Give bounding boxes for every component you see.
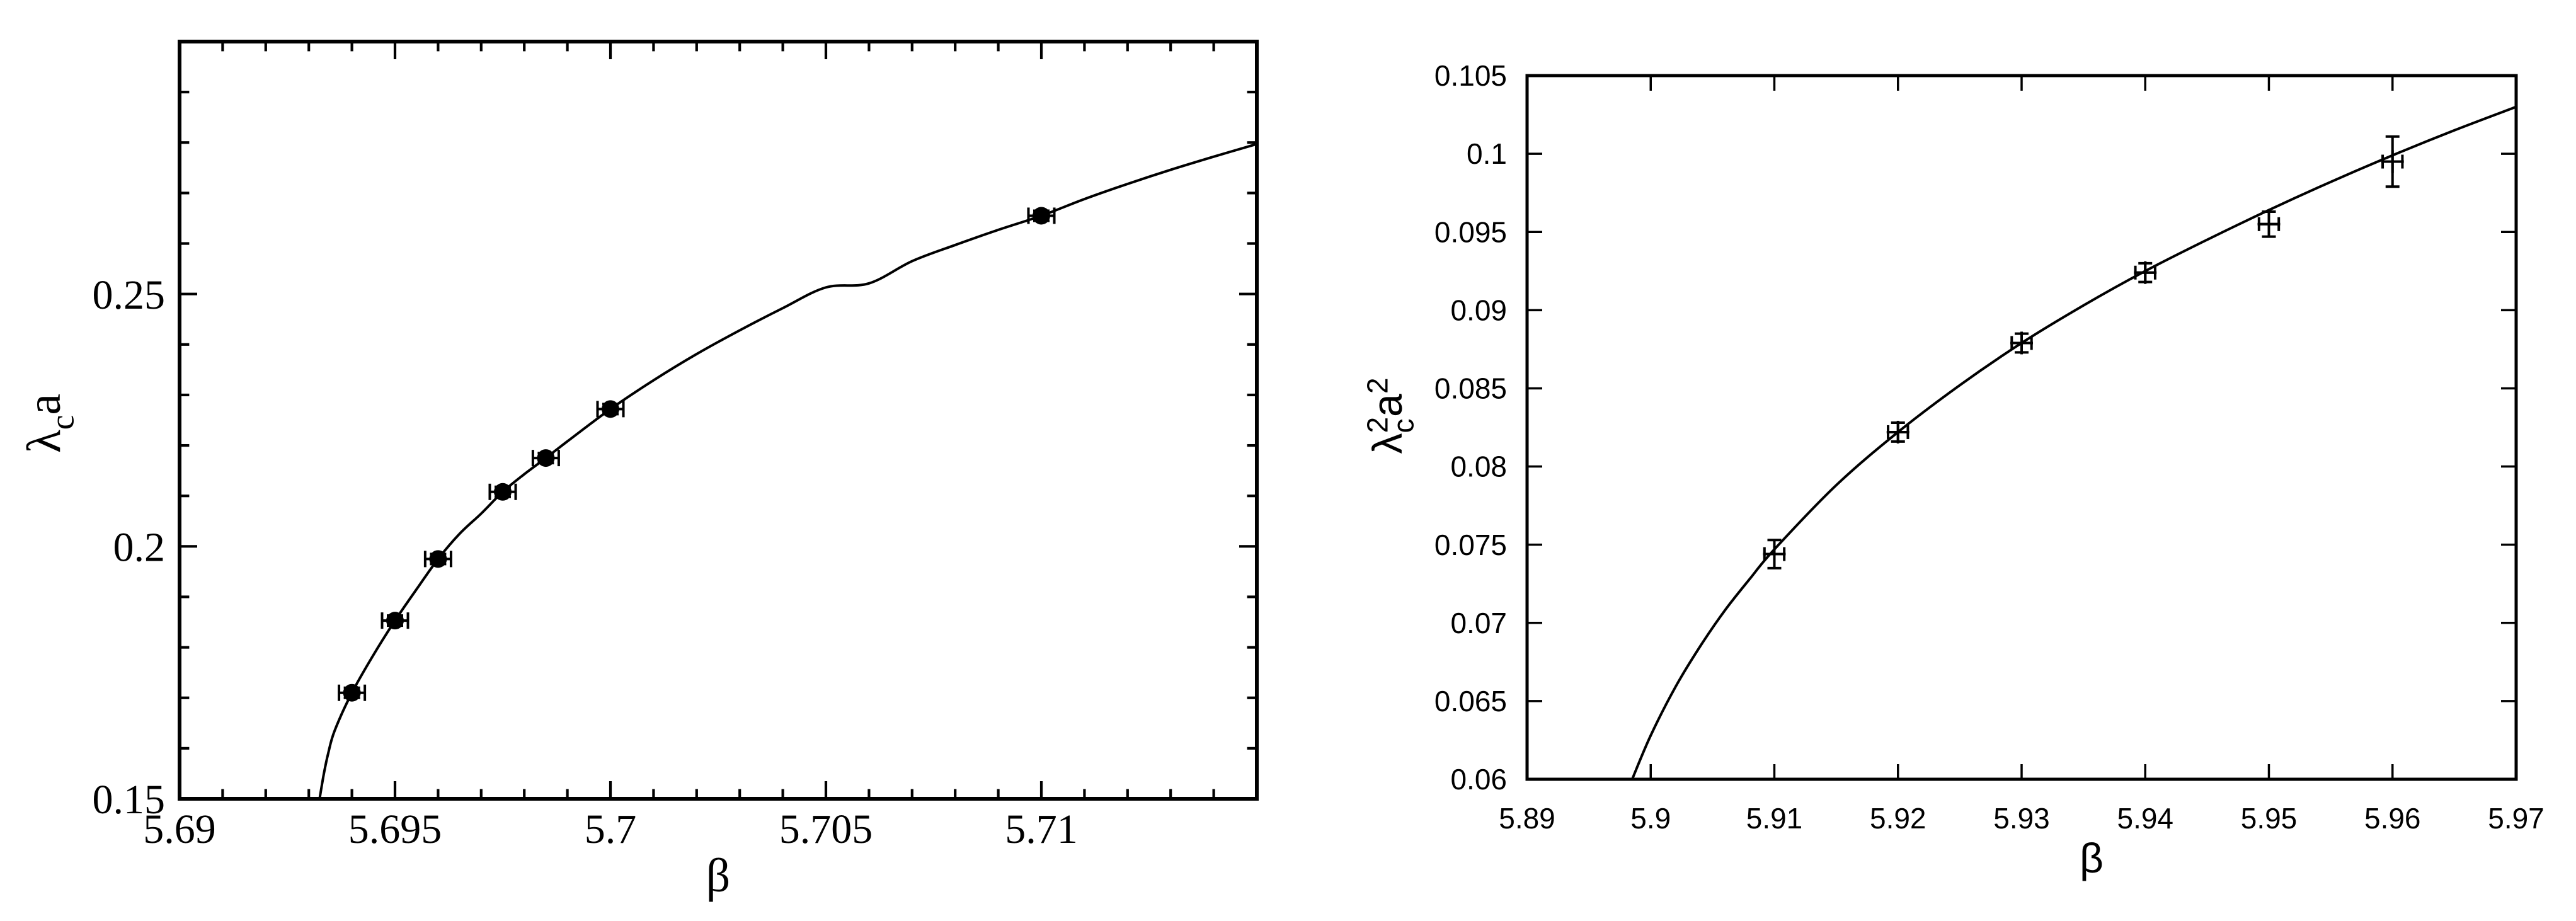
y-tick-label: 0.105 xyxy=(1434,59,1507,92)
data-point xyxy=(2134,261,2157,284)
point-marker xyxy=(1033,207,1050,225)
y-tick-label: 0.1 xyxy=(1467,137,1507,170)
data-point xyxy=(338,684,367,702)
point-marker xyxy=(537,449,555,467)
x-axis-label: β xyxy=(2080,835,2104,881)
data-point xyxy=(423,550,452,568)
y-label-a: a xyxy=(1364,394,1411,417)
x-tick-label: 5.695 xyxy=(348,806,442,852)
data-point xyxy=(2257,210,2281,238)
y-label-a: a xyxy=(18,394,71,415)
y-tick-label: 0.06 xyxy=(1450,763,1507,796)
point-marker xyxy=(494,483,512,501)
data-point xyxy=(1886,420,1909,443)
y-label-lambda: λ xyxy=(1364,433,1411,454)
y-axis-label: λc2a2 xyxy=(1361,377,1420,454)
x-tick-label: 5.96 xyxy=(2364,802,2421,835)
left-chart: 5.69 5.695 5.7 5.705 5.71 0.15 0.2 0.25 β λca xyxy=(18,40,1259,902)
x-tick-label: 5.97 xyxy=(2488,802,2545,835)
plot-frame xyxy=(178,40,1259,801)
point-marker xyxy=(386,612,404,630)
y-tick-label: 0.25 xyxy=(93,272,166,318)
y-tick-label: 0.075 xyxy=(1434,529,1507,561)
x-tick-label: 5.705 xyxy=(779,806,873,852)
x-tick-label: 5.7 xyxy=(585,806,637,852)
y-label-superscript: 2 xyxy=(1361,417,1394,433)
data-point xyxy=(2381,135,2404,188)
x-tick-label: 5.69 xyxy=(143,806,216,852)
x-tick-label: 5.92 xyxy=(1870,802,1926,835)
y-label-subscript: c xyxy=(1387,418,1419,433)
x-tick-label: 5.91 xyxy=(1746,802,1803,835)
plot-frame xyxy=(1525,74,2518,781)
y-label-lambda: λ xyxy=(18,430,71,453)
y-tick-label: 0.08 xyxy=(1450,450,1507,483)
data-point xyxy=(1763,539,1786,569)
x-tick-label: 5.89 xyxy=(1499,802,1555,835)
right-chart: 5.89 5.9 5.91 5.92 5.93 5.94 5.95 5.96 5.97 0.06 0… xyxy=(1361,59,2545,881)
data-point xyxy=(596,400,625,418)
x-axis-label: β xyxy=(706,849,731,902)
y-tick-label: 0.15 xyxy=(93,777,166,823)
data-point xyxy=(2010,331,2033,355)
data-point xyxy=(531,449,560,467)
y-axis-label: λca xyxy=(18,394,81,453)
x-tick-label: 5.71 xyxy=(1005,806,1078,852)
y-tick-label: 0.09 xyxy=(1450,294,1507,326)
y-tick-label: 0.085 xyxy=(1434,372,1507,405)
y-label-subscript: c xyxy=(43,415,81,430)
y-tick-label: 0.095 xyxy=(1434,215,1507,248)
x-tick-label: 5.94 xyxy=(2117,802,2173,835)
data-point xyxy=(381,612,409,630)
y-tick-label: 0.2 xyxy=(113,524,166,570)
y-tick-label: 0.065 xyxy=(1434,685,1507,718)
point-marker xyxy=(429,550,447,568)
x-tick-label: 5.93 xyxy=(1993,802,2050,835)
point-marker xyxy=(343,684,361,702)
fit-curve xyxy=(318,142,1257,799)
y-tick-label: 0.07 xyxy=(1450,607,1507,639)
data-point xyxy=(1027,207,1056,225)
fit-curve xyxy=(1630,105,2516,779)
x-tick-label: 5.95 xyxy=(2241,802,2298,835)
x-tick-label: 5.9 xyxy=(1630,802,1671,835)
y-label-a-superscript: 2 xyxy=(1361,377,1394,394)
point-marker xyxy=(602,400,619,418)
data-point xyxy=(488,483,517,501)
